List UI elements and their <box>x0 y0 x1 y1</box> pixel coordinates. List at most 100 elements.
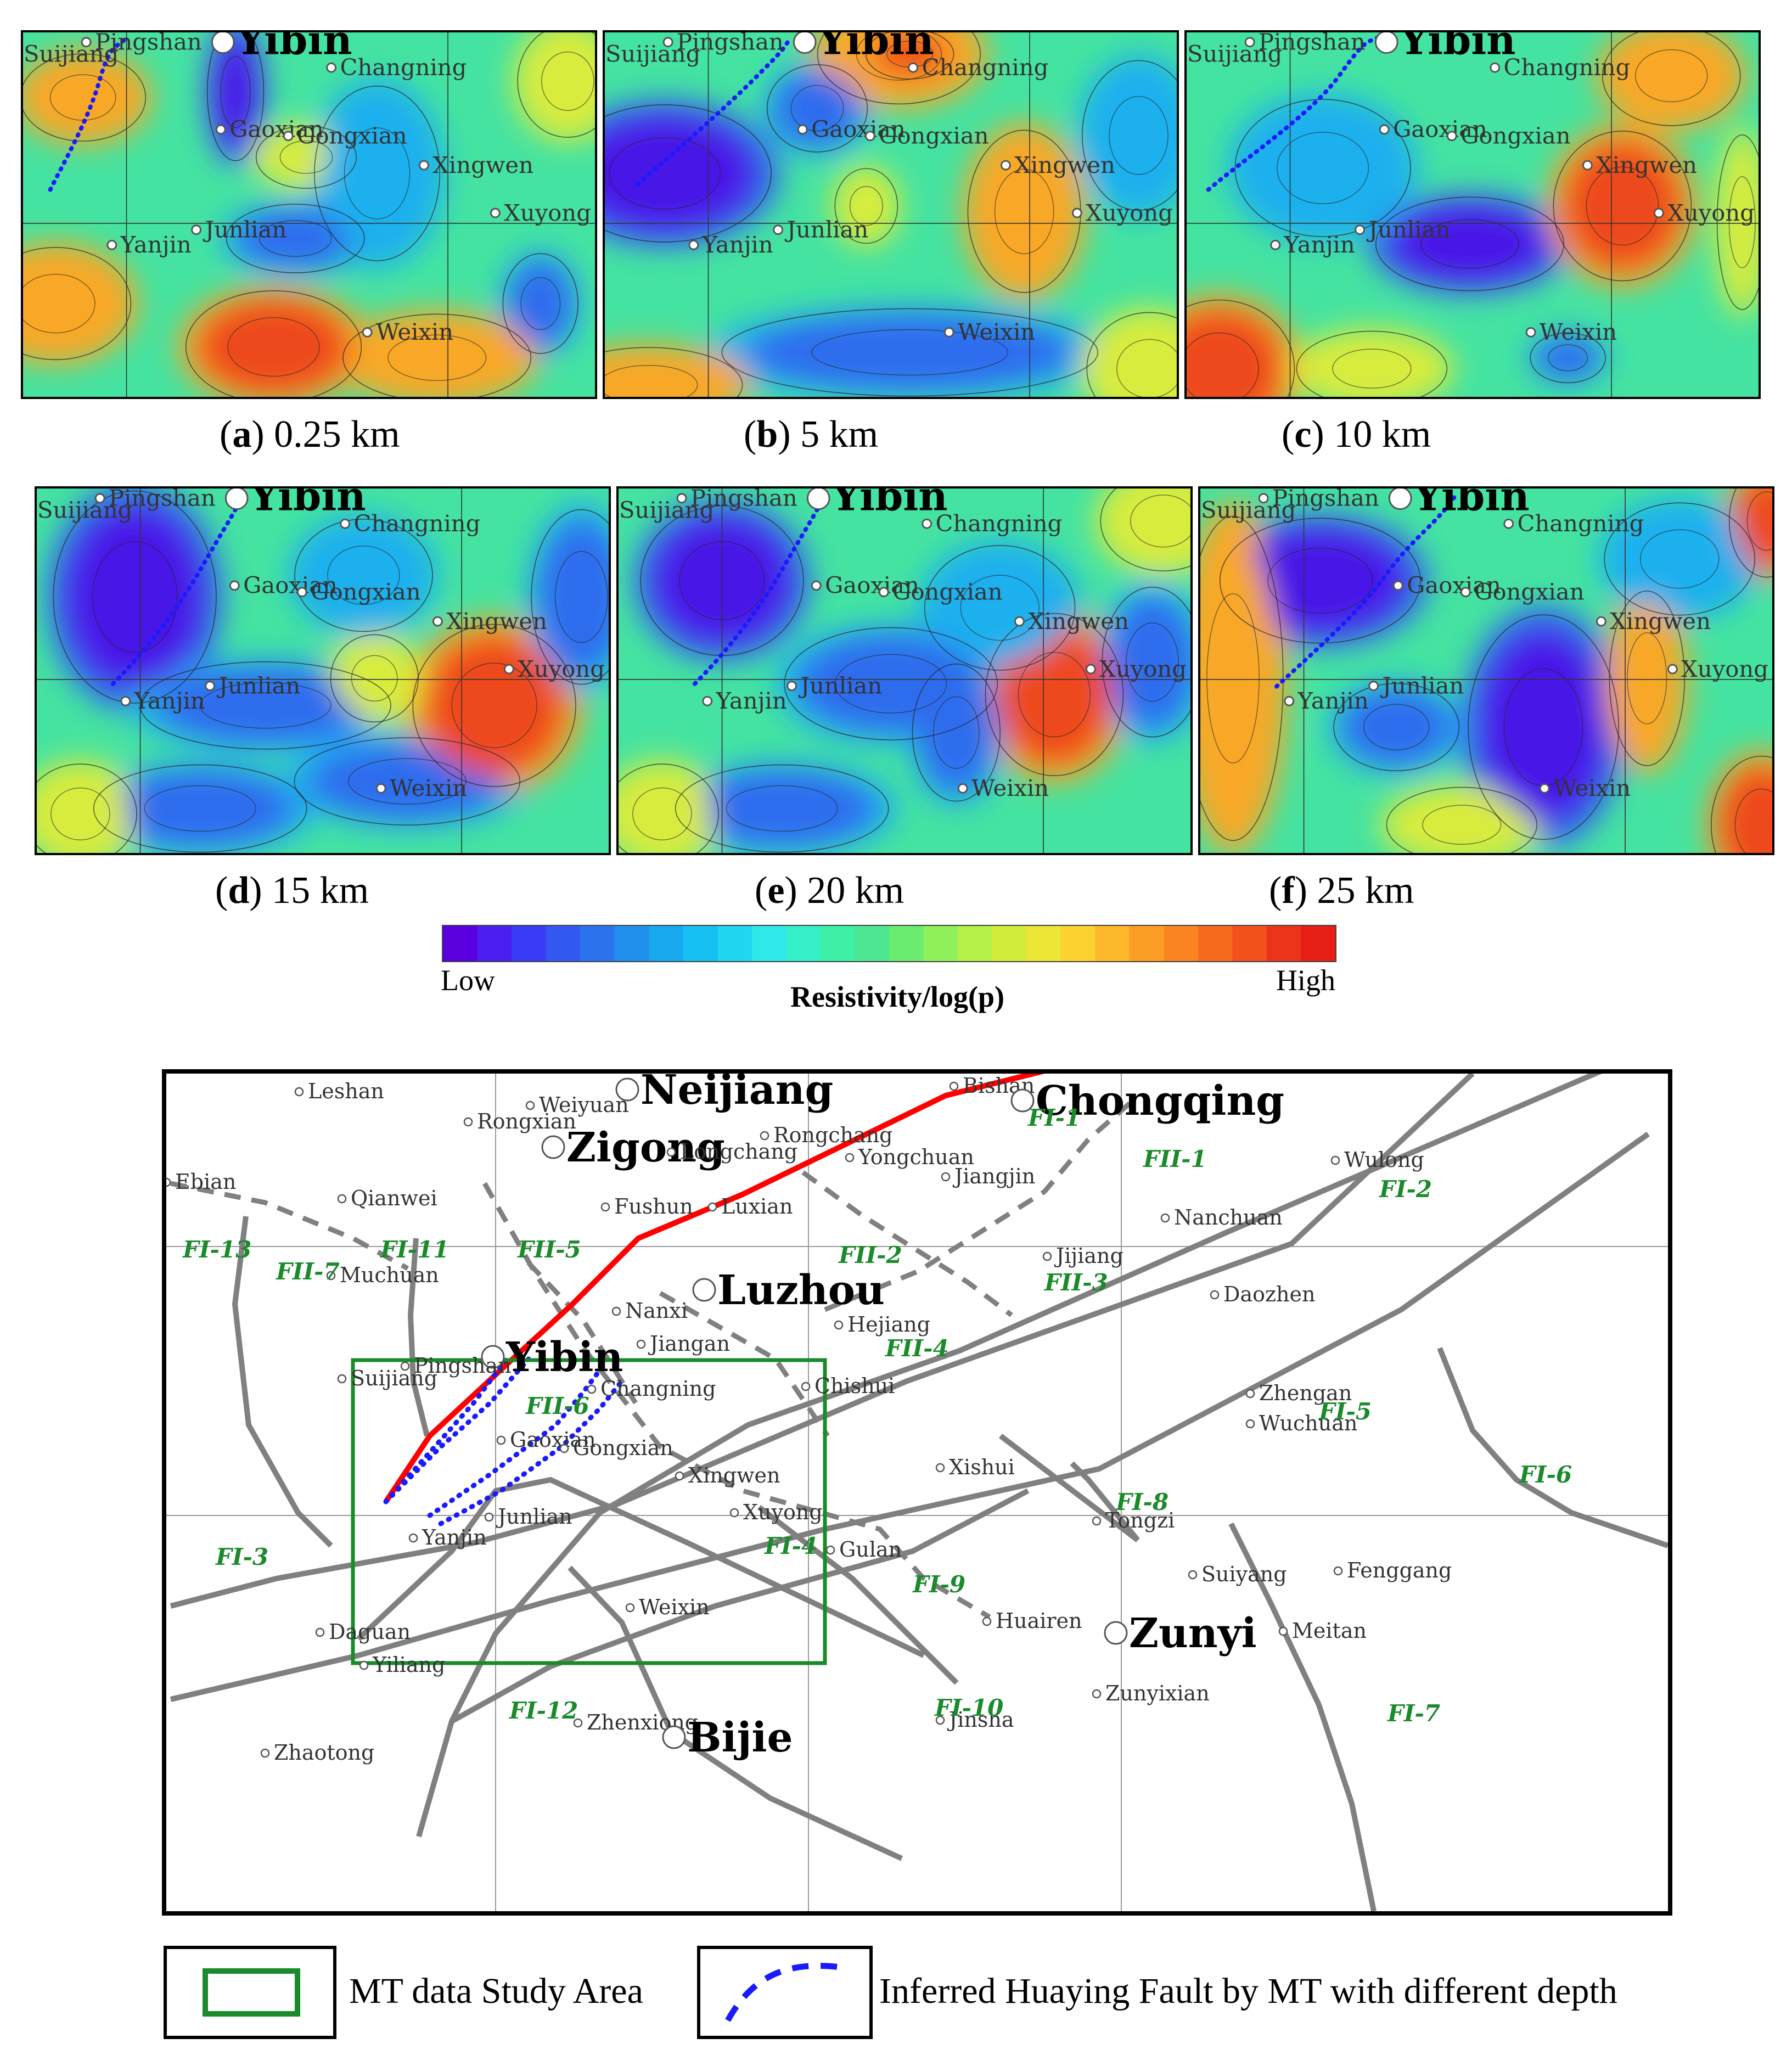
city-label-suijiang: Suijiang <box>1201 496 1296 523</box>
city-marker <box>611 1306 621 1316</box>
fault-labels: FI-1 FII-1 FI-2 FI-13 FI-11 FII-5 FII-7 FII-2 FI… <box>182 1104 1572 1727</box>
legend-study-area-symbol <box>203 1968 300 2017</box>
panel-d-letter: d <box>228 869 250 912</box>
city-marker-yanjin <box>688 239 699 250</box>
resistivity-anomaly <box>1562 141 1683 271</box>
inferred-fault-line <box>1206 35 1380 192</box>
fault-label: FI-3 <box>215 1543 268 1570</box>
city-label: Chongqing <box>1036 1077 1284 1125</box>
resistivity-anomaly <box>605 114 757 233</box>
resistivity-anomaly <box>1614 510 1745 608</box>
fault-label: FI-7 <box>1387 1700 1440 1727</box>
city-label: Fushun <box>614 1194 693 1219</box>
contour-line <box>1219 518 1421 644</box>
panel-c-depth: 10 km <box>1334 413 1431 456</box>
city-marker-gaoxian <box>1392 580 1403 591</box>
city-marker-yibin <box>1374 32 1398 54</box>
city-label: Luzhou <box>717 1267 885 1314</box>
contour-line <box>255 125 357 189</box>
city-label-yibin: Yibin <box>235 32 352 64</box>
fault-line <box>170 1131 1650 1702</box>
city-label-pingshan: Pingshan <box>1259 32 1366 55</box>
city-marker-weixin <box>1525 327 1536 338</box>
city-marker-yibin <box>806 489 830 510</box>
colorbar-low-label: Low <box>441 964 495 997</box>
city-label: Yanjin <box>422 1525 487 1549</box>
city-marker-yibin <box>1388 489 1412 510</box>
city-marker-weixin <box>362 327 373 338</box>
contour-line <box>50 787 110 840</box>
contour-line <box>37 763 137 853</box>
fault-line <box>1228 1522 1377 1911</box>
contour-line <box>412 624 576 787</box>
panel-f-depth: 25 km <box>1317 869 1414 912</box>
resistivity-colorbar <box>442 925 1336 962</box>
contour-line <box>23 247 132 361</box>
city-label-changning: Changning <box>936 510 1063 537</box>
contour-line <box>811 329 1009 376</box>
city-label-xuyong: Xuyong <box>504 199 591 226</box>
city-label-changning: Changning <box>1504 54 1631 81</box>
city-label-junlian: Junlian <box>1366 216 1450 243</box>
resistivity-anomaly <box>1478 629 1609 825</box>
contour-line <box>1716 134 1759 310</box>
resistivity-field <box>23 32 595 397</box>
city-marker <box>834 1320 844 1330</box>
city-label: Gongxian <box>573 1436 673 1460</box>
city-marker-gongxian <box>1460 587 1471 598</box>
resistivity-anomaly <box>1535 336 1601 380</box>
city-label: Zhengan <box>1259 1381 1352 1405</box>
contour-line <box>1386 787 1538 853</box>
contour-line <box>994 169 1054 254</box>
regional-fault-map: Leshan Weiyuan Neijiang Bishan Chongqing Rong… <box>162 1069 1672 1916</box>
city-marker <box>949 1081 959 1091</box>
resistivity-anomaly <box>28 59 138 136</box>
contour-line <box>1018 652 1091 738</box>
fault-label: FI-10 <box>934 1694 1003 1721</box>
fault-label: FI-6 <box>1519 1461 1572 1488</box>
resistivity-anomaly <box>605 352 731 397</box>
contour-line <box>1130 495 1190 548</box>
legend-study-area-box <box>164 1946 336 2039</box>
contour-line <box>92 541 178 653</box>
fault-label: FI-13 <box>182 1236 251 1263</box>
panel-b-depth: 5 km <box>800 413 879 456</box>
city-marker-xuyong <box>490 207 501 218</box>
contour-line <box>1277 132 1369 204</box>
city-marker <box>294 1087 304 1097</box>
fault-line-dashed <box>659 1291 830 1438</box>
contour-line <box>1586 166 1659 246</box>
city-marker <box>481 1345 505 1369</box>
city-label: Luxian <box>721 1194 793 1219</box>
city-label: Zunyixian <box>1105 1681 1210 1705</box>
city-label-yibin: Yibin <box>1399 32 1516 64</box>
contour-line <box>605 365 698 397</box>
city-label-weixin: Weixin <box>958 318 1035 345</box>
city-label-xingwen: Xingwen <box>432 151 533 178</box>
inferred-fault-line <box>635 35 793 187</box>
city-marker-gaoxian <box>797 124 808 135</box>
city-label: Rongxian <box>477 1109 576 1133</box>
resistivity-anomaly <box>1611 32 1732 120</box>
city-label-suijiang: Suijiang <box>24 40 119 67</box>
city-label-yanjin: Yanjin <box>1297 687 1369 714</box>
city-marker <box>729 1508 739 1518</box>
fault-line <box>408 1238 430 1437</box>
resistivity-field <box>619 489 1190 853</box>
city-marker-yibin <box>211 32 235 54</box>
city-marker <box>541 1135 565 1159</box>
city-label: Leshan <box>308 1079 384 1103</box>
city-marker-weixin <box>957 783 968 794</box>
contour-line <box>23 53 147 142</box>
city-marker-changning <box>340 518 351 529</box>
contour-line <box>327 546 400 605</box>
city-marker-pingshan <box>81 37 92 48</box>
fault-line-dashed <box>801 1170 1013 1317</box>
city-marker <box>675 1471 684 1481</box>
city-label: Suijiang <box>351 1366 437 1390</box>
fault-line <box>1070 1461 1140 1542</box>
city-label: Hejiang <box>847 1312 930 1337</box>
panel-a-caption: (a) 0.25 km <box>220 413 400 456</box>
city-marker <box>1092 1516 1102 1526</box>
